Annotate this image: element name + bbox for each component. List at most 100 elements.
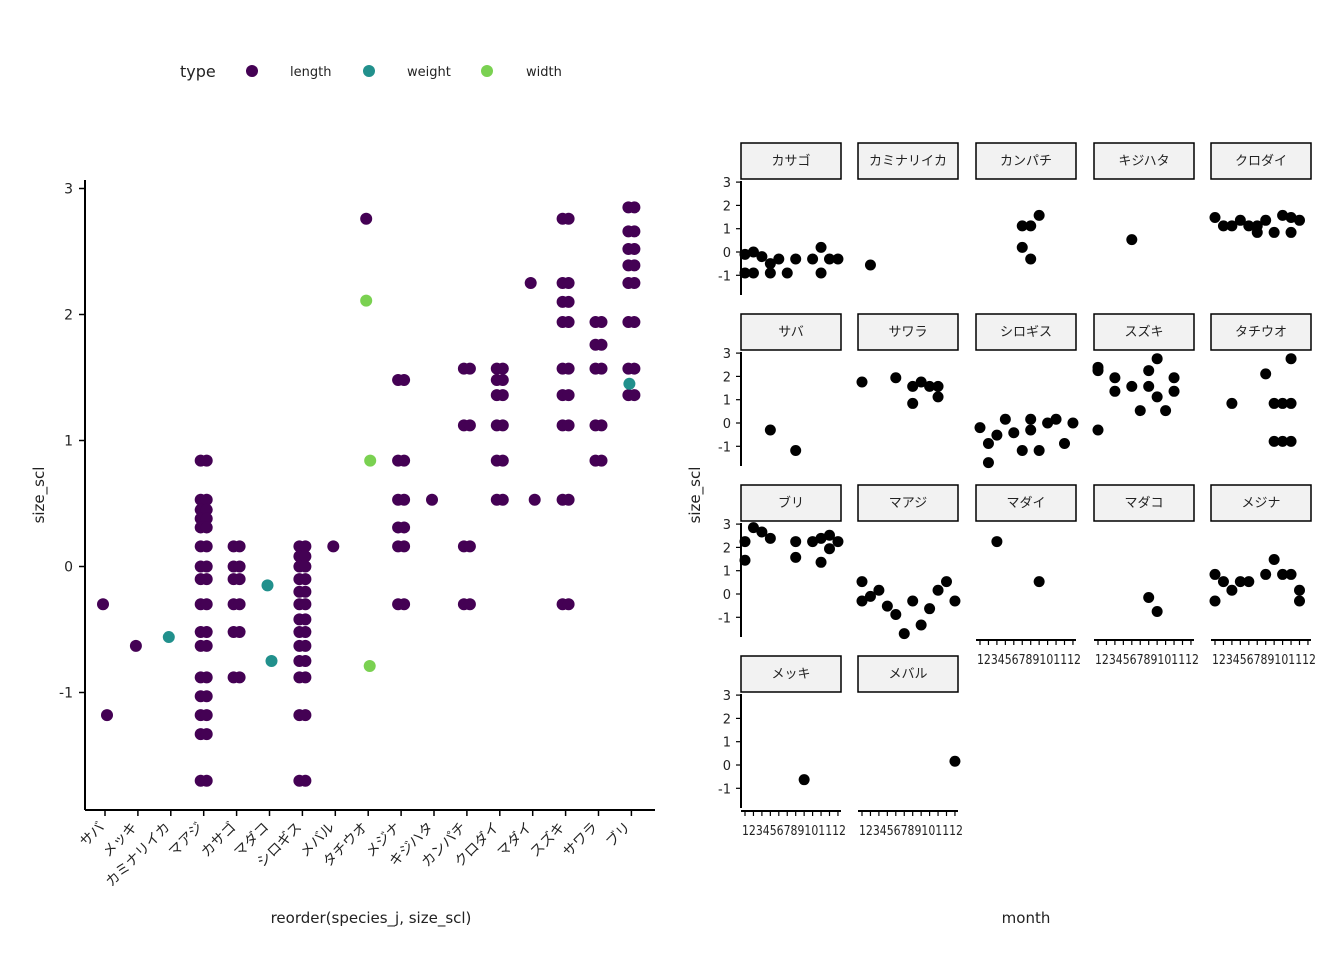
- facet-data-point: [1025, 220, 1037, 232]
- facet-data-point: [824, 253, 835, 265]
- facet-data-point: [1285, 353, 1297, 365]
- data-point-length: [628, 389, 641, 402]
- facet-data-point: [1143, 380, 1155, 392]
- facet-data-point: [815, 241, 827, 253]
- facet-strip-label: マダイ: [1006, 496, 1045, 511]
- legend-title: type: [180, 62, 216, 81]
- data-point-length: [299, 573, 312, 586]
- facet-strip-label: キジハタ: [1118, 154, 1169, 169]
- facet-y-tick-label: 3: [723, 689, 731, 704]
- facet-strip: [857, 142, 959, 180]
- data-point-length: [233, 540, 246, 553]
- data-point-length: [628, 225, 641, 238]
- facet-strip: [857, 655, 959, 693]
- facet-strip: [740, 313, 842, 351]
- facet-data-point: [1217, 576, 1229, 588]
- facet-data-point: [832, 536, 844, 548]
- facet-data-point: [890, 372, 902, 384]
- left-x-tick-label: ブリ: [602, 819, 634, 851]
- facet-data-point: [1092, 361, 1104, 373]
- facet-data-point: [815, 267, 827, 279]
- legend-key-weight: [363, 65, 375, 77]
- data-point-length: [327, 540, 340, 553]
- facet-strip-label: マダコ: [1124, 496, 1163, 511]
- facet-strip-label: カサゴ: [771, 153, 810, 169]
- data-point-length: [628, 242, 641, 255]
- facet-data-point: [807, 536, 819, 548]
- facet-メジナ: メジナ 123456789101112: [1209, 484, 1316, 668]
- facet-data-point: [1209, 568, 1221, 580]
- data-point-length: [463, 419, 476, 432]
- facet-data-point: [932, 380, 944, 392]
- right-panel: month size_scl カサゴ -1 0 1 2 3 カミナリイカ カンパチ キジハタ クロダイ…: [686, 142, 1316, 927]
- data-point-length: [200, 573, 213, 586]
- facet-data-point: [949, 595, 961, 607]
- data-point-length: [299, 585, 312, 598]
- facet-data-point: [764, 258, 776, 270]
- facet-data-point: [1151, 391, 1163, 403]
- facet-strip-label: サバ: [778, 325, 803, 340]
- data-point-length: [360, 212, 373, 225]
- facet-data-point: [1294, 214, 1305, 226]
- data-point-length: [628, 277, 641, 289]
- left-y-tick-label: 2: [64, 308, 73, 324]
- data-point-length: [200, 774, 213, 787]
- left-x-tick-label: カサゴ: [198, 819, 240, 861]
- data-point-length: [595, 316, 608, 329]
- facet-data-point: [924, 380, 936, 392]
- facet-strip: [740, 142, 842, 180]
- facet-data-point: [907, 595, 919, 607]
- data-point-length: [562, 295, 575, 308]
- data-point-length: [398, 540, 411, 553]
- facet-strip: [740, 655, 842, 693]
- facet-クロダイ: クロダイ: [1209, 142, 1312, 238]
- facet-y-tick-label: 0: [723, 246, 731, 261]
- facet-カミナリイカ: カミナリイカ: [857, 142, 959, 271]
- data-point-length: [299, 540, 312, 553]
- data-point-length: [233, 560, 246, 573]
- facet-strip: [857, 313, 959, 351]
- data-point-length: [233, 598, 246, 611]
- facet-strip-label: タチウオ: [1235, 325, 1287, 340]
- data-point-length: [562, 316, 575, 329]
- facet-data-point: [982, 438, 994, 450]
- facet-data-point: [1260, 368, 1272, 380]
- facet-data-point: [864, 590, 876, 602]
- data-point-length: [97, 598, 109, 611]
- data-point-length: [398, 598, 411, 611]
- facet-strip-label: スズキ: [1124, 324, 1163, 340]
- facet-サバ: サバ -1 0 1 2 3: [718, 313, 842, 466]
- left-y-tick-label: 0: [64, 560, 73, 576]
- data-point-length: [200, 540, 213, 553]
- data-point-length: [496, 389, 509, 402]
- facet-strip: [1093, 484, 1195, 522]
- facet-data-point: [949, 755, 961, 767]
- facet-strip-label: クロダイ: [1235, 154, 1287, 169]
- facet-data-point: [1243, 220, 1255, 232]
- facet-data-point: [798, 774, 810, 786]
- left-y-tick-label: -1: [59, 686, 73, 702]
- facet-マアジ: マアジ: [856, 484, 961, 640]
- left-x-tick-label: マアジ: [166, 820, 207, 861]
- facet-data-point: [881, 600, 893, 612]
- facet-マダコ: マダコ 123456789101112: [1093, 484, 1199, 668]
- facet-タチウオ: タチウオ: [1210, 313, 1312, 447]
- facet-data-point: [747, 246, 759, 258]
- facet-data-point: [1143, 591, 1155, 603]
- facet-strip-label: サワラ: [888, 325, 927, 340]
- data-point-length: [595, 419, 608, 432]
- data-point-length: [299, 671, 312, 684]
- data-point-length: [628, 201, 641, 214]
- data-point-length: [200, 512, 213, 525]
- facet-strip-label: メジナ: [1241, 496, 1280, 511]
- data-point-length: [595, 338, 608, 351]
- data-point-length: [528, 493, 541, 506]
- facet-data-point: [790, 536, 802, 548]
- facet-data-point: [1268, 435, 1280, 447]
- data-point-length: [299, 655, 312, 667]
- data-point-length: [398, 521, 411, 534]
- facet-data-point: [764, 532, 776, 544]
- facet-data-point: [932, 584, 944, 596]
- facet-data-point: [1277, 568, 1289, 580]
